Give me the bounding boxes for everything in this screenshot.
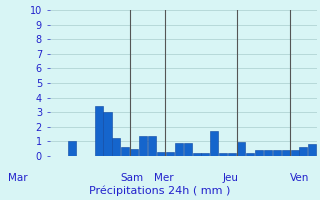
Bar (264, 150, 272, 156)
Text: Mar: Mar (8, 173, 28, 183)
Bar (68, 141, 76, 156)
Text: Jeu: Jeu (222, 173, 238, 183)
Bar (308, 144, 316, 156)
Bar (228, 153, 236, 156)
Bar (300, 147, 308, 156)
Bar (112, 138, 120, 156)
Text: Sam: Sam (120, 173, 143, 183)
Bar (130, 149, 138, 156)
Bar (193, 153, 201, 156)
Bar (210, 131, 218, 156)
Bar (291, 150, 299, 156)
Bar (282, 150, 290, 156)
Bar (148, 136, 156, 156)
Text: Ven: Ven (290, 173, 309, 183)
Text: Précipitations 24h ( mm ): Précipitations 24h ( mm ) (89, 186, 231, 196)
Bar (175, 143, 183, 156)
Bar (237, 142, 245, 156)
Bar (255, 150, 263, 156)
Bar (139, 136, 147, 156)
Bar (157, 152, 165, 156)
Bar (202, 153, 210, 156)
Text: Mer: Mer (154, 173, 173, 183)
Bar (166, 152, 174, 156)
Bar (103, 112, 111, 156)
Bar (273, 150, 281, 156)
Bar (246, 153, 254, 156)
Bar (184, 143, 192, 156)
Bar (121, 147, 129, 156)
Bar (219, 153, 227, 156)
Bar (95, 106, 103, 156)
